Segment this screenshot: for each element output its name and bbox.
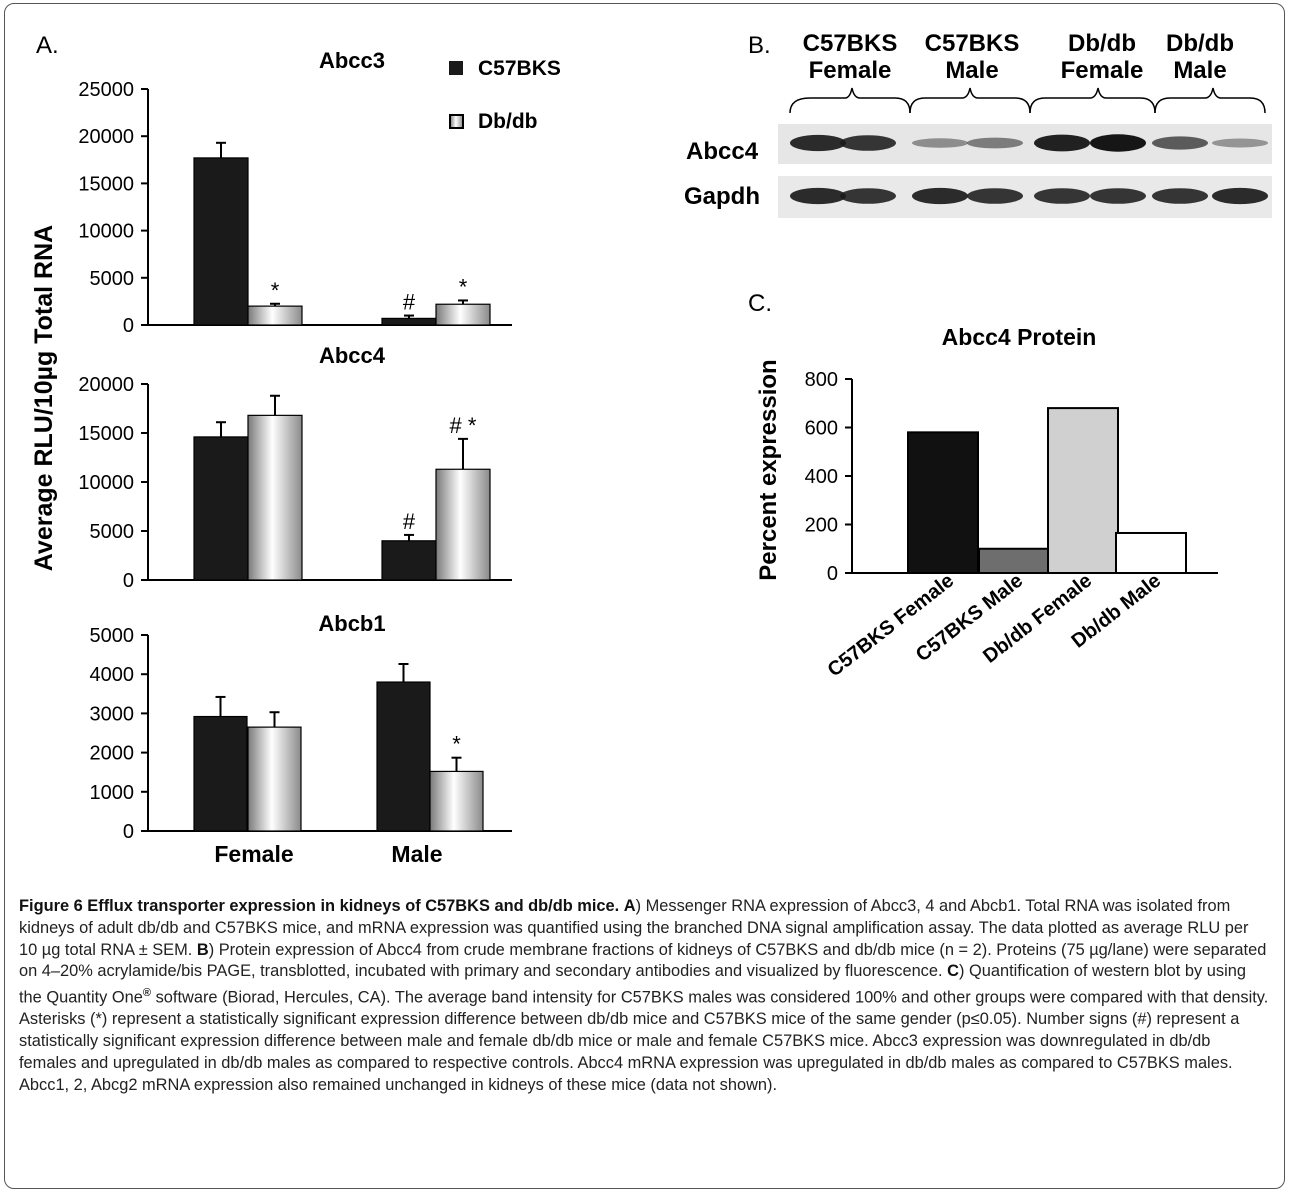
wb-band [967,188,1023,204]
y-tick-label: 5000 [90,625,135,647]
y-tick-label: 600 [805,418,838,440]
wb-band [1090,134,1146,152]
y-tick-label: 15000 [78,173,134,195]
y-tick-label: 0 [827,563,838,585]
panel-b-letter: B. [748,32,771,59]
legend-label: C57BKS [478,57,561,80]
panel-a-letter: A. [36,32,59,59]
panel-c-letter: C. [748,290,772,317]
wb-bracket [789,87,911,114]
y-tick-label: 200 [805,515,838,537]
y-tick-label: 4000 [90,664,135,686]
significance-mark: # [403,509,416,534]
bar [376,681,431,832]
significance-mark: # [403,290,416,315]
significance-mark: * [459,274,468,299]
bar [907,431,979,574]
wb-group-label: Db/db Female [1060,30,1144,84]
figure-caption: Figure 6 Efflux transporter expression i… [19,896,1269,1097]
bar [247,414,303,581]
wb-band [912,187,968,205]
bar [193,715,248,832]
y-tick-label: 0 [123,315,134,337]
figure-frame [4,3,1285,1189]
wb-row-label: Gapdh [684,183,760,210]
legend-swatch-dbdb [449,114,464,129]
wb-band [912,138,968,148]
y-axis-label: Average RLU/10µg Total RNA [30,225,58,571]
wb-group-label: C57BKS Male [924,30,1020,84]
wb-band [967,137,1023,149]
y-tick-label: 15000 [78,423,134,445]
wb-bracket [1154,87,1266,114]
bar [247,305,303,326]
wb-row-label: Abcc4 [686,138,759,165]
bar [435,468,491,581]
wb-band [1212,138,1268,148]
wb-group-label: C57BKS Female [802,30,898,84]
y-tick-label: 800 [805,369,838,391]
wb-image [778,87,1272,218]
caption-a-text: ) Messenger RNA expression of Abcc3, 4 a… [19,897,1249,959]
chart-title: Abcb1 [318,611,385,636]
y-tick-label: 10000 [78,221,134,243]
y-tick-label: 25000 [78,79,134,101]
bar [1047,407,1119,574]
x-category-label: C57BKS Female [824,570,958,682]
y-tick-label: 400 [805,466,838,488]
wb-band [840,188,896,204]
legend-swatch-c57bks [449,61,463,75]
wb-band [1152,136,1208,150]
bar [429,770,484,832]
caption-b-text: ) Protein expression of Abcc4 from crude… [19,940,1267,981]
caption-a-label: A [623,897,636,915]
y-tick-label: 20000 [78,126,134,148]
wb-band [790,187,846,205]
x-category-label: Male [391,841,442,867]
caption-c-text1: ) Quantification of western blot by usin… [19,962,1246,1007]
wb-band [840,135,896,151]
bar [247,726,302,832]
chart-title: Abcc3 [319,48,385,73]
caption-registered-mark: ® [142,987,152,1000]
bar [978,547,1050,574]
bar [435,303,491,326]
bar [193,157,249,326]
wb-band [1152,188,1208,204]
y-tick-label: 0 [123,821,134,843]
bar [381,540,437,581]
wb-band [1090,188,1146,204]
y-tick-label: 3000 [90,703,135,725]
wb-group-label: Db/db Male [1166,30,1234,84]
x-category-label: Female [214,841,293,867]
y-tick-label: 1000 [90,782,135,804]
caption-label: Figure 6 Efflux transporter expression i… [19,897,620,915]
bar [1115,531,1187,574]
caption-c-label: C [947,962,959,981]
wb-bracket [909,87,1031,114]
significance-mark: * [452,732,461,757]
wb-band [1034,188,1090,204]
legend-label: Db/db [478,110,537,133]
bar [193,436,249,581]
y-tick-label: 2000 [90,743,135,765]
caption-b-label: B [196,940,209,959]
caption-c-text2: software (Biorad, Hercules, CA). The ave… [19,988,1269,1094]
significance-mark: * [271,278,280,303]
wb-band [1034,134,1090,152]
y-tick-label: 0 [123,570,134,592]
wb-bracket [1029,87,1156,114]
y-tick-label: 20000 [78,374,134,396]
wb-band [790,134,846,152]
y-tick-label: 10000 [78,472,134,494]
chart-title: Abcc4 [319,343,386,368]
significance-mark: # * [450,413,477,438]
y-tick-label: 5000 [90,268,135,290]
chart-title: Abcc4 Protein [942,324,1097,350]
y-tick-label: 5000 [90,521,135,543]
y-axis-label: Percent expression [755,359,782,580]
wb-band [1212,187,1268,205]
